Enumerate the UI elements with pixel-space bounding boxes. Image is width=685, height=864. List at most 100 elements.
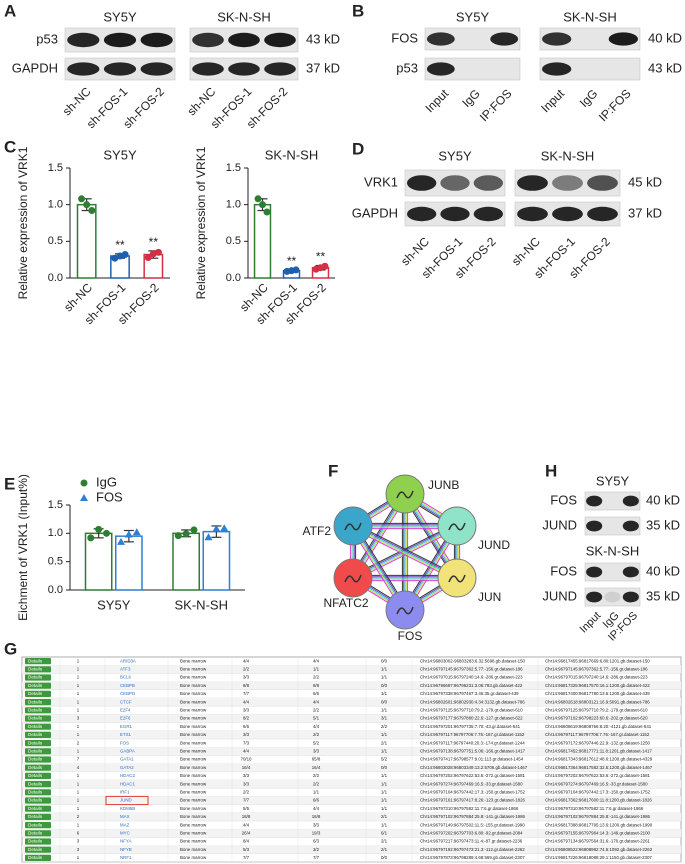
data-point bbox=[88, 207, 96, 215]
lane-label: sh-FOS-2 bbox=[120, 84, 167, 131]
details-button[interactable] bbox=[25, 658, 51, 665]
table-cell: 1/1 bbox=[381, 675, 388, 680]
details-button-label: Details bbox=[28, 855, 43, 860]
details-button-label: Details bbox=[28, 724, 43, 729]
details-button[interactable] bbox=[25, 674, 51, 681]
table-cell: 4/4 bbox=[243, 748, 250, 753]
blot-membrane bbox=[424, 57, 521, 81]
table-cell: Chr14:96797192:96797473:21.3:-112.gr.dat… bbox=[420, 847, 525, 852]
details-button[interactable] bbox=[25, 756, 51, 763]
details-button[interactable] bbox=[25, 699, 51, 706]
table-cell: Chr14:96817452:96817771:11.8:1201.gb.dat… bbox=[545, 748, 652, 753]
blot-band bbox=[622, 591, 639, 603]
details-button-label: Details bbox=[28, 765, 43, 770]
details-button[interactable] bbox=[25, 813, 51, 820]
details-button[interactable] bbox=[25, 740, 51, 747]
row-label: GAPDH bbox=[12, 60, 58, 75]
details-button[interactable] bbox=[25, 682, 51, 689]
table-cell: 1 bbox=[77, 855, 80, 860]
data-point bbox=[292, 266, 300, 274]
table-cell: Chr14:96797138:96797751:5.06:-166.gr.dat… bbox=[420, 748, 526, 753]
data-point bbox=[220, 524, 229, 532]
table-cell: 4/4 bbox=[243, 658, 250, 663]
table-cell: Chr14:96797134:96797564:31.6:-170.gr.dat… bbox=[545, 839, 651, 844]
blot-band bbox=[67, 62, 100, 76]
blot-membrane bbox=[584, 587, 641, 607]
table-cell: Chr14:96817226:96818088:29.1:1150.gb.dat… bbox=[545, 855, 652, 860]
node-label: JUND bbox=[478, 538, 510, 552]
details-button[interactable] bbox=[25, 838, 51, 845]
lane-label: IgG bbox=[459, 86, 483, 110]
table-cell: 2/2 bbox=[243, 789, 250, 794]
details-button[interactable] bbox=[25, 797, 51, 804]
panel-label: C bbox=[4, 137, 16, 156]
node-structure bbox=[448, 522, 466, 531]
table-cell: Chr14:96817325:96817570:16.1:1200.gb.dat… bbox=[545, 683, 650, 688]
y-tick-label: 0.0 bbox=[226, 272, 241, 284]
table-cell: 6/6 bbox=[313, 691, 320, 696]
node-label: FOS bbox=[398, 629, 423, 643]
node-structure bbox=[344, 574, 362, 583]
details-button[interactable] bbox=[25, 854, 51, 861]
details-button[interactable] bbox=[25, 781, 51, 788]
details-button[interactable] bbox=[25, 666, 51, 673]
node-label: JUN bbox=[478, 590, 501, 604]
details-button[interactable] bbox=[25, 690, 51, 697]
table-cell: Chr14:96797338:96797467:3.46:35.gr.datas… bbox=[420, 691, 519, 696]
details-button[interactable] bbox=[25, 707, 51, 714]
blot-band bbox=[586, 566, 603, 578]
details-button[interactable] bbox=[25, 772, 51, 779]
table-cell: NFYB bbox=[120, 847, 132, 852]
blot-band bbox=[103, 32, 137, 48]
y-tick-label: 1.0 bbox=[226, 199, 241, 211]
table-cell: Chr14:96817388:96817795:13.6:1200.gb.dat… bbox=[545, 822, 653, 827]
node-label: JUNB bbox=[428, 478, 459, 492]
table-cell: 6/1 bbox=[381, 830, 388, 835]
table-cell: 1/1 bbox=[313, 789, 320, 794]
table-cell: E2F4 bbox=[120, 707, 131, 712]
size-label: 40 kD bbox=[646, 492, 680, 507]
table-cell: 1 bbox=[77, 781, 80, 786]
table-cell: 7/7 bbox=[313, 855, 320, 860]
details-button[interactable] bbox=[25, 822, 51, 829]
node-label: NFATC2 bbox=[323, 596, 368, 610]
table-cell: Chr14:96797104:96797442:17.3:-150.gr.dat… bbox=[545, 789, 651, 794]
details-button[interactable] bbox=[25, 830, 51, 837]
blot-band bbox=[586, 495, 603, 507]
table-cell: Chr14:96797015:96797240:14.6:-286.gr.dat… bbox=[545, 675, 648, 680]
blot-band bbox=[67, 32, 100, 48]
row-label: FOS bbox=[550, 563, 577, 578]
table-cell: HDAC2 bbox=[120, 773, 135, 778]
significance-label: ** bbox=[287, 254, 297, 268]
table-cell: Bone marrow bbox=[180, 847, 207, 852]
table-cell: 1 bbox=[77, 691, 80, 696]
blot-band bbox=[228, 32, 260, 48]
details-button[interactable] bbox=[25, 715, 51, 722]
table-cell: FOS bbox=[120, 740, 129, 745]
details-button[interactable] bbox=[25, 789, 51, 796]
table-cell: 4/4 bbox=[313, 658, 320, 663]
table-cell: 5/2 bbox=[381, 757, 388, 762]
lane-label: sh-NC bbox=[184, 84, 218, 118]
table-cell: Chr14:96817400:96817780:13.5:1200.gb.dat… bbox=[545, 691, 650, 696]
row-label: FOS bbox=[391, 30, 418, 45]
table-cell: Bone marrow bbox=[180, 781, 207, 786]
details-button[interactable] bbox=[25, 723, 51, 730]
table-cell: 1 bbox=[77, 683, 80, 688]
data-point bbox=[95, 525, 103, 533]
table-cell: Bone marrow bbox=[180, 732, 207, 737]
y-tick-label: 1.0 bbox=[48, 199, 63, 211]
details-button[interactable] bbox=[25, 764, 51, 771]
details-button[interactable] bbox=[25, 731, 51, 738]
table-cell: Chr14:96797310:96797582:11.7:6.gr.datase… bbox=[545, 806, 644, 811]
table-cell: 4/4 bbox=[313, 806, 320, 811]
x-tick-label: SK-N-SH bbox=[175, 597, 228, 612]
details-button[interactable] bbox=[25, 846, 51, 853]
details-button[interactable] bbox=[25, 805, 51, 812]
blot-band bbox=[490, 32, 519, 46]
table-cell: Chr14:96797155:96797964:14.3:-149.gr.dat… bbox=[545, 830, 651, 835]
table-cell: 1/1 bbox=[381, 732, 388, 737]
table-cell: Bone marrow bbox=[180, 855, 207, 860]
table-cell: Chr14:96796697:96796231:3.06:793.gb.data… bbox=[420, 683, 523, 688]
details-button[interactable] bbox=[25, 748, 51, 755]
